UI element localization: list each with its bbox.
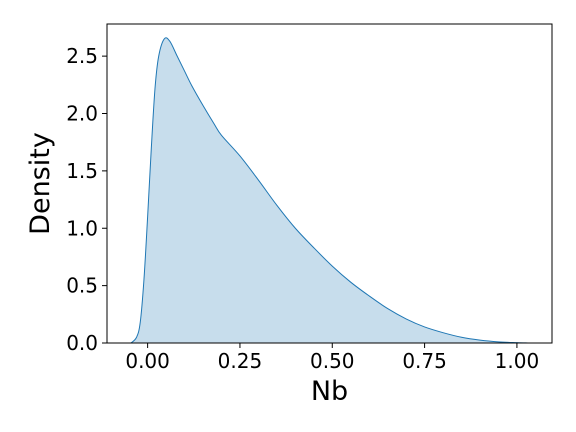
y-tick-label: 1.5 <box>66 159 98 183</box>
x-tick-label: 0.25 <box>218 349 263 373</box>
x-axis: 0.00 0.25 0.50 0.75 1.00 <box>125 343 539 373</box>
x-tick-label: 0.50 <box>310 349 355 373</box>
x-tick-label: 0.00 <box>125 349 170 373</box>
density-area-fill <box>131 37 528 343</box>
y-axis: 0.0 0.5 1.0 1.5 2.0 2.5 <box>66 44 107 355</box>
density-curve-line <box>130 37 529 344</box>
y-tick-label: 0.5 <box>66 274 98 298</box>
y-tick-label: 0.0 <box>66 331 98 355</box>
axes-frame <box>106 23 553 344</box>
x-tick-label: 1.00 <box>495 349 540 373</box>
y-axis-label: Density <box>25 132 56 235</box>
plot-area <box>130 37 529 344</box>
x-axis-label: Nb <box>311 376 348 407</box>
y-tick-label: 2.0 <box>66 102 98 126</box>
x-tick-label: 0.75 <box>402 349 447 373</box>
y-tick-label: 1.0 <box>66 216 98 240</box>
y-tick-label: 2.5 <box>66 44 98 68</box>
